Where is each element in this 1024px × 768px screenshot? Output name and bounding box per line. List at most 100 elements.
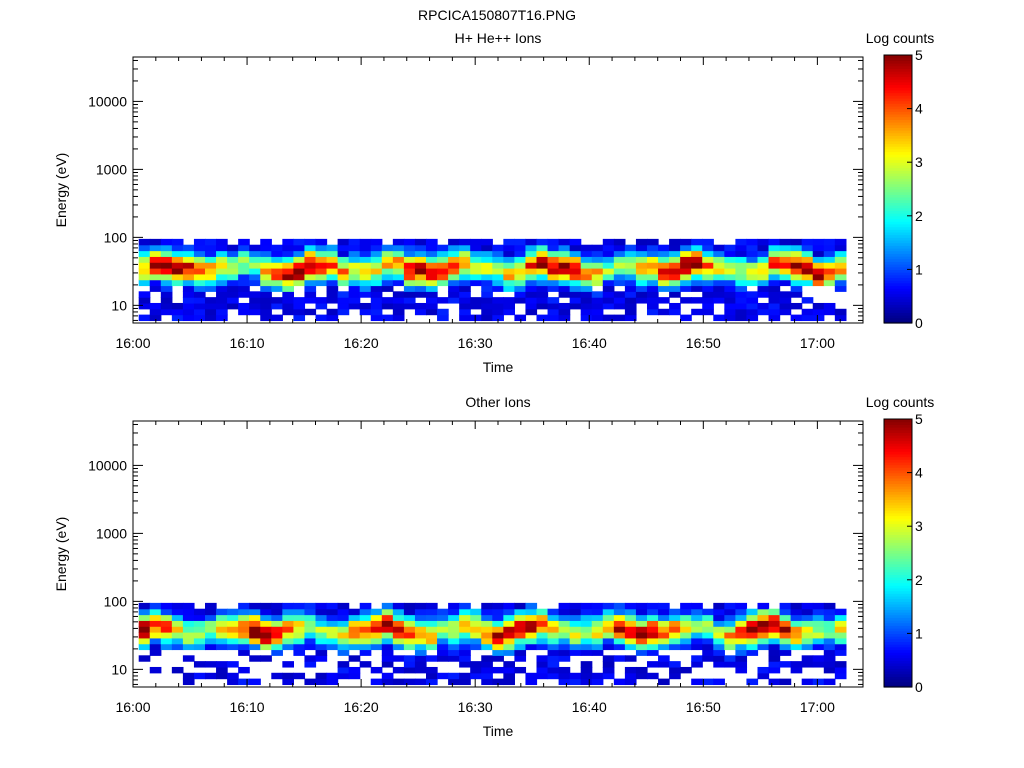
heatmap-cell [658, 244, 670, 252]
heatmap-cell [669, 661, 681, 668]
heatmap-cell [481, 314, 493, 322]
heatmap-cell [160, 632, 173, 639]
heatmap-cell [171, 308, 184, 316]
heatmap-cell [602, 314, 615, 322]
colorbar-step [884, 237, 912, 241]
colorbar-step [884, 531, 912, 535]
heatmap-cell [403, 238, 416, 246]
heatmap-cell [635, 643, 648, 651]
heatmap-cell [249, 632, 261, 639]
heatmap-cell [503, 268, 515, 275]
heatmap-cell [801, 608, 814, 616]
heatmap-cell [558, 655, 571, 662]
heatmap-cell [171, 268, 184, 275]
heatmap-cell [414, 620, 427, 627]
heatmap-cell [227, 678, 239, 686]
heatmap-cell [138, 655, 151, 662]
colorbar-step [884, 510, 912, 514]
heatmap-cell [580, 279, 593, 287]
heatmap-cell [138, 620, 151, 627]
heatmap-cell [459, 614, 471, 621]
colorbar-step [884, 170, 912, 174]
heatmap-cell [260, 608, 272, 616]
heatmap-cell [591, 672, 604, 680]
heatmap-cell [613, 314, 626, 322]
heatmap-cell [834, 279, 847, 287]
heatmap-cell [149, 238, 162, 246]
heatmap-cell [437, 614, 449, 621]
heatmap-cell [658, 626, 670, 633]
heatmap-cell [337, 279, 350, 287]
heatmap-cell [337, 620, 350, 627]
heatmap-cell [249, 273, 261, 281]
heatmap-cell [492, 614, 504, 621]
heatmap-cell [238, 626, 250, 633]
heatmap-cell [315, 620, 328, 627]
heatmap-cell [403, 620, 416, 627]
heatmap-cell [801, 238, 814, 246]
colorbar-step [884, 261, 912, 265]
heatmap-cell [459, 672, 471, 680]
heatmap-cell [536, 655, 549, 662]
heatmap-cell [569, 302, 582, 310]
heatmap-cell [459, 655, 471, 662]
heatmap-cell [326, 608, 339, 616]
heatmap-cell [536, 672, 549, 680]
heatmap-cell [635, 626, 648, 633]
heatmap-cell [514, 602, 527, 610]
heatmap-cell [293, 643, 306, 651]
heatmap-cell [569, 285, 582, 292]
heatmap-cell [768, 637, 781, 645]
heatmap-cell [459, 262, 471, 269]
y-tick-label: 10000 [88, 93, 127, 109]
heatmap-cell [569, 279, 582, 287]
heatmap-cell [680, 250, 692, 257]
heatmap-cell [834, 273, 847, 281]
heatmap-cell [359, 244, 372, 252]
colorbar-step [884, 598, 912, 602]
heatmap-cell [536, 608, 549, 616]
heatmap-cell [426, 302, 438, 310]
heatmap-cell [646, 302, 659, 310]
heatmap-cell [160, 308, 173, 316]
colorbar-step [884, 453, 912, 458]
colorbar-step [884, 638, 912, 643]
heatmap-cell [569, 614, 582, 621]
heatmap-cell [536, 614, 549, 621]
heatmap-cell [481, 655, 493, 662]
heatmap-cell [348, 620, 361, 627]
heatmap-cell [514, 626, 527, 633]
heatmap-cell [492, 250, 504, 257]
heatmap-cell [481, 285, 493, 292]
heatmap-cell [558, 608, 571, 616]
heatmap-cell [337, 244, 350, 252]
heatmap-cell [437, 608, 449, 616]
heatmap-cell [381, 250, 394, 257]
heatmap-cell [658, 308, 670, 316]
heatmap-cell [713, 256, 725, 263]
heatmap-cell [348, 279, 361, 287]
heatmap-cell [702, 291, 714, 298]
heatmap-cell [337, 649, 350, 656]
heatmap-cell [680, 279, 692, 287]
heatmap-cell [757, 608, 770, 616]
heatmap-cell [392, 602, 405, 610]
heatmap-cell [315, 672, 328, 680]
heatmap-cell [293, 268, 306, 275]
heatmap-cell [591, 291, 604, 298]
colorbar-step [884, 571, 912, 576]
heatmap-cell [790, 256, 803, 263]
heatmap-cell [392, 614, 405, 621]
heatmap-cell [470, 626, 482, 633]
colorbar-step [884, 561, 912, 565]
heatmap-cell [635, 250, 648, 257]
heatmap-cell [426, 273, 438, 281]
heatmap-cell [624, 285, 637, 292]
heatmap-cell [182, 250, 195, 257]
heatmap-cell [691, 620, 703, 627]
heatmap-cell [569, 626, 582, 633]
heatmap-cell [381, 661, 394, 668]
heatmap-cell [459, 285, 471, 292]
